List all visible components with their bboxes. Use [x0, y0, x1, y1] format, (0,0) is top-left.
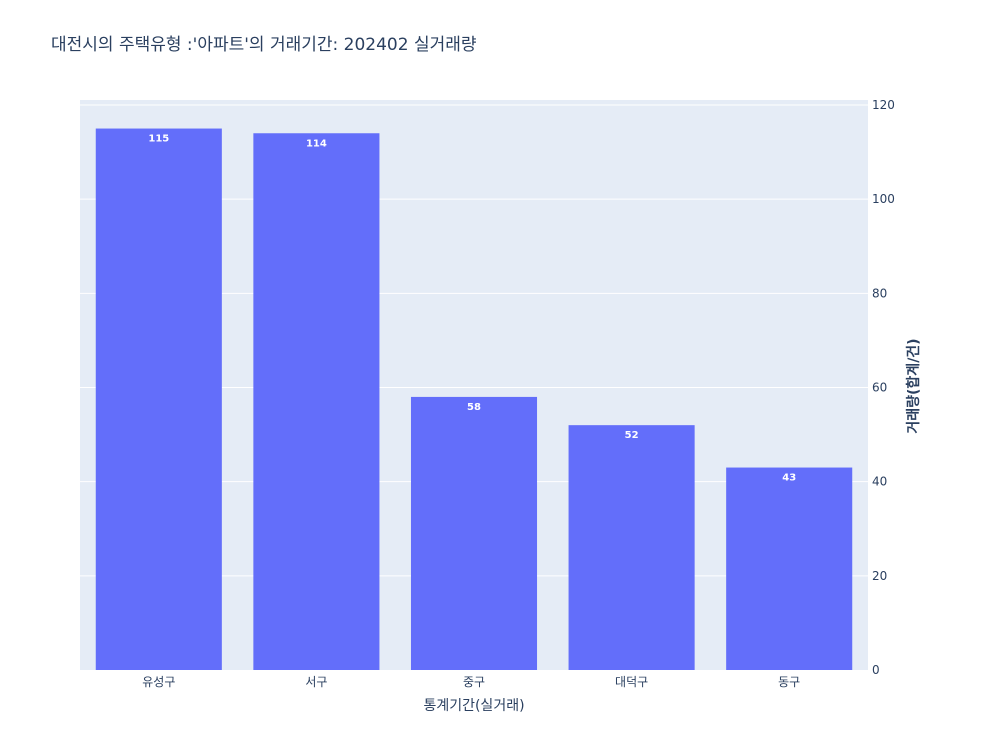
y-axis-title: 거래량(합계/건)	[905, 338, 922, 433]
bar-data-label: 43	[782, 473, 796, 484]
y-tick-labels: 0 20 40 60 80 100 120	[872, 98, 895, 677]
y-tick-label: 20	[872, 569, 887, 583]
bar-대덕구	[568, 425, 695, 670]
bars	[95, 128, 853, 670]
chart-title: 대전시의 주택유형 :'아파트'의 거래기간: 202402 실거래량	[51, 35, 477, 55]
bar-data-label: 58	[467, 402, 481, 413]
y-tick-label: 0	[872, 663, 880, 677]
data-labels: 115 114 58 52 43	[148, 134, 796, 484]
x-tick-label: 서구	[305, 675, 327, 689]
bar-data-label: 114	[306, 138, 327, 149]
x-tick-label: 유성구	[142, 675, 175, 689]
x-tick-labels: 유성구 서구 중구 대덕구 동구	[142, 675, 800, 689]
y-tick-label: 100	[872, 192, 895, 206]
bar-data-label: 115	[148, 134, 169, 145]
bar-동구	[726, 467, 853, 670]
x-tick-label: 동구	[778, 675, 800, 689]
bar-유성구	[95, 128, 222, 670]
y-tick-label: 40	[872, 475, 887, 489]
y-tick-label: 80	[872, 286, 887, 300]
x-axis-title: 통계기간(실거래)	[423, 698, 524, 714]
bar-중구	[410, 396, 538, 670]
x-tick-label: 중구	[463, 675, 485, 689]
bar-서구	[253, 133, 380, 670]
y-tick-label: 60	[872, 381, 887, 395]
x-tick-label: 대덕구	[615, 675, 648, 689]
y-tick-label: 120	[872, 98, 895, 112]
bar-data-label: 52	[625, 430, 639, 441]
